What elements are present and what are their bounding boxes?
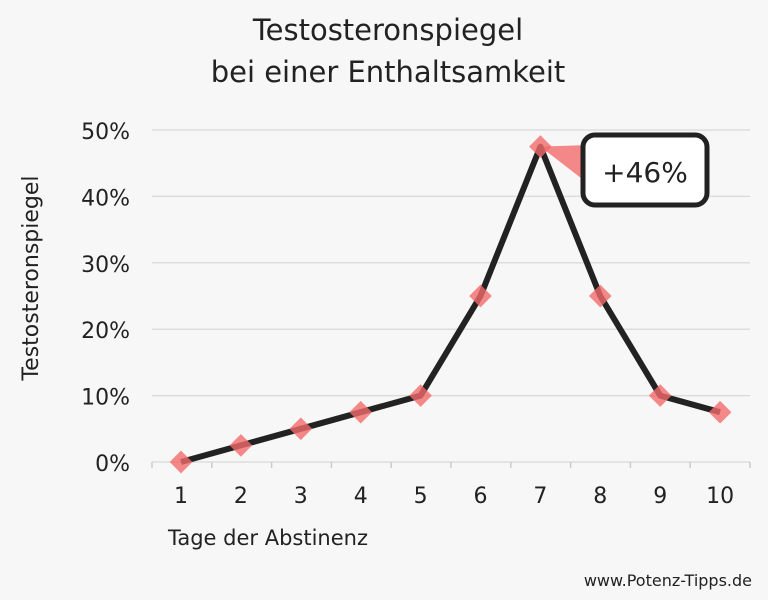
footer-url: www.Potenz-Tipps.de xyxy=(584,571,752,590)
data-point xyxy=(529,135,552,158)
x-axis-label: Tage der Abstinenz xyxy=(167,526,368,550)
y-tick-label: 30% xyxy=(81,253,130,278)
x-tick-label: 9 xyxy=(653,484,667,509)
y-tick-label: 50% xyxy=(81,120,130,145)
y-tick-label: 20% xyxy=(81,319,130,344)
y-tick-label: 0% xyxy=(95,452,130,477)
data-point xyxy=(349,400,373,424)
x-tick-label: 4 xyxy=(354,484,368,509)
data-point xyxy=(469,284,492,308)
x-tick-label: 10 xyxy=(706,484,734,509)
x-tick-label: 6 xyxy=(474,484,488,509)
x-tick-label: 3 xyxy=(294,484,308,509)
series-line xyxy=(180,143,721,465)
y-tick-label: 10% xyxy=(81,386,130,411)
y-axis-label: Testosteronspiegel xyxy=(19,175,44,381)
data-point xyxy=(409,384,432,407)
data-point xyxy=(289,417,313,441)
annotation-box xyxy=(580,132,710,208)
x-tick-label: 1 xyxy=(174,484,188,509)
data-point xyxy=(229,434,253,457)
x-tick-label: 7 xyxy=(533,484,547,509)
data-point xyxy=(708,400,732,424)
data-point xyxy=(648,384,672,407)
chart-title-line-1: Testosteronspiegel xyxy=(252,13,523,47)
annotation-label: +46% xyxy=(602,156,688,189)
x-tick-label: 2 xyxy=(234,484,248,509)
data-point xyxy=(169,450,193,474)
x-tick-label: 5 xyxy=(414,484,428,509)
x-tick-label: 8 xyxy=(593,484,607,509)
chart-title-line-2: bei einer Enthaltsamkeit xyxy=(211,55,566,89)
annotation-pointer xyxy=(540,145,590,185)
y-tick-label: 40% xyxy=(81,186,130,211)
data-point xyxy=(588,284,612,308)
